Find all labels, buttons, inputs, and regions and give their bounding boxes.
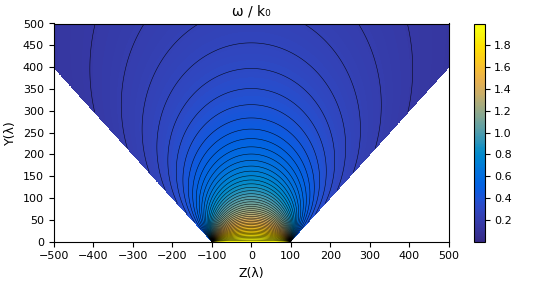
Title: ω / k₀: ω / k₀ xyxy=(232,4,270,18)
X-axis label: Z(λ): Z(λ) xyxy=(238,267,264,280)
Y-axis label: Y(λ): Y(λ) xyxy=(4,120,17,145)
